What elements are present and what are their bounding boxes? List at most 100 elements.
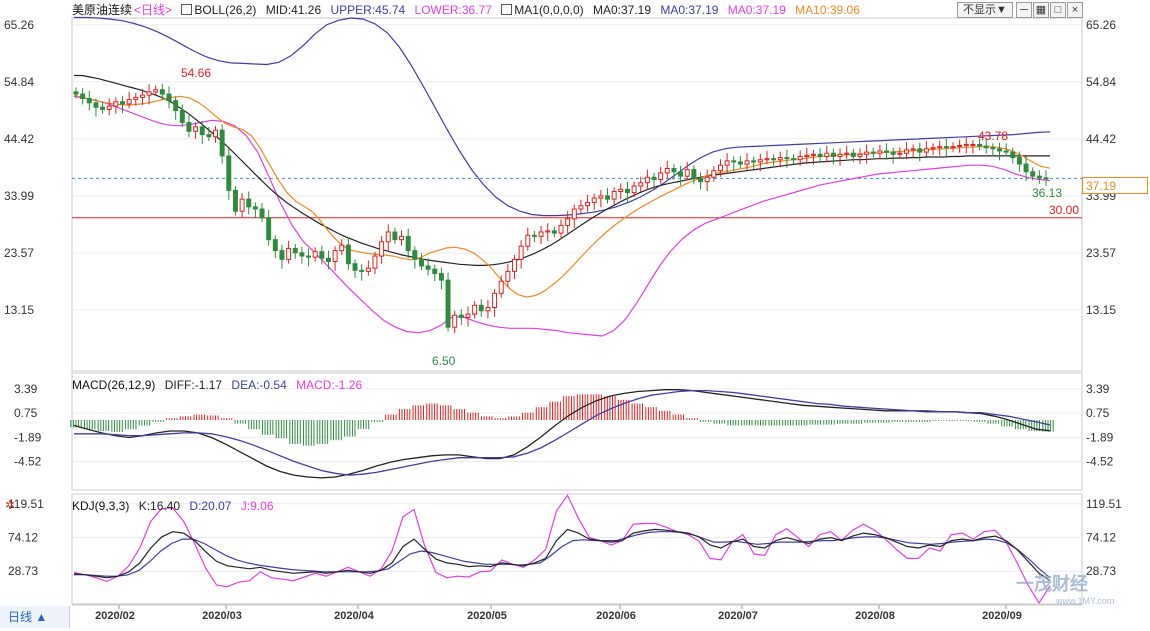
candle-up [518, 245, 524, 260]
candle-down [272, 239, 278, 252]
candle-up [664, 168, 670, 174]
support-label: 30.00 [1049, 203, 1079, 217]
symbol-title: 美原油连续 [72, 3, 133, 17]
candle-up [957, 145, 963, 148]
price-tick-left: 13.15 [4, 303, 34, 317]
candle-up [213, 129, 219, 138]
price-tick-left: 54.84 [4, 75, 34, 89]
x-tick-label: 2020/08 [855, 610, 895, 622]
close-icon[interactable]: × [1067, 2, 1083, 18]
watermark-logo: 一茂财经 www.1MY.com [1016, 574, 1115, 606]
candle-down [299, 252, 305, 257]
price-tick-left: 44.42 [4, 132, 34, 146]
candle-down [166, 93, 172, 102]
candle-down [751, 160, 757, 163]
candle-down [1030, 171, 1036, 177]
kdj-panel-frame [71, 493, 1083, 605]
macd-tick-left: 3.39 [14, 382, 38, 396]
candle-down [179, 109, 185, 124]
candle-up [684, 169, 690, 177]
candle-up [385, 231, 391, 243]
checkbox-icon[interactable] [181, 4, 193, 15]
candle-down [438, 273, 444, 281]
candle-down [352, 263, 358, 271]
candle-up [764, 158, 770, 161]
candle-up [365, 267, 371, 272]
macd-tick-right: 0.75 [1086, 406, 1110, 420]
candle-up [585, 201, 591, 207]
candle-down [73, 91, 79, 95]
candle-up [724, 160, 730, 166]
candle-up [897, 152, 903, 155]
candle-up [372, 255, 378, 269]
price-header: 美原油连续 <日线> BOLL(26,2) MID:41.26 UPPER:45.… [72, 2, 866, 18]
candle-down [292, 247, 298, 254]
candle-up [711, 170, 717, 178]
candle-up [505, 270, 511, 282]
candle-up [339, 244, 345, 252]
x-tick-label: 2020/09 [982, 610, 1022, 622]
ma0-value: MA0:37.19 [592, 3, 652, 17]
candle-up [877, 150, 883, 154]
candle-down [771, 158, 777, 161]
candle-up [545, 230, 551, 233]
x-tick-label: 2020/05 [467, 610, 507, 622]
candle-up [638, 182, 644, 187]
candle-up [498, 280, 504, 294]
candle-down [731, 160, 737, 163]
candle-down [605, 195, 610, 200]
candle-up [797, 155, 803, 161]
candle-down [983, 145, 989, 149]
recent-high-label: 43.78 [978, 129, 1008, 143]
candle-down [917, 148, 923, 153]
kdj-tick-right: 28.73 [1086, 564, 1116, 578]
price-tick-right: 13.15 [1086, 303, 1116, 317]
candle-up [970, 143, 976, 146]
kdj-tick-right: 74.12 [1086, 531, 1116, 545]
hide-indicator-button[interactable]: 不显示▼ [957, 2, 1013, 18]
candle-down [784, 157, 790, 160]
candle-down [306, 255, 312, 258]
candle-down [1016, 157, 1022, 165]
candle-down [100, 106, 106, 110]
candle-down [266, 217, 272, 241]
candle-up [565, 218, 571, 226]
minimize-icon[interactable]: ─ [1016, 2, 1032, 18]
candle-up [146, 91, 152, 96]
candle-up [864, 151, 870, 155]
candle-down [246, 198, 252, 208]
candle-down [1036, 175, 1042, 179]
candle-down [93, 102, 99, 108]
macd-tick-left: -1.89 [14, 430, 42, 444]
candle-down [325, 257, 331, 263]
candle-up [837, 153, 843, 157]
candle-up [492, 292, 498, 309]
period-tab[interactable]: 日线 ▲ [0, 606, 70, 628]
price-tick-right: 44.42 [1086, 132, 1116, 146]
candle-up [399, 235, 405, 241]
candle-down [425, 265, 431, 270]
settings-icon[interactable]: ✲ [5, 498, 16, 512]
candle-up [591, 197, 597, 203]
candle-down [319, 251, 325, 259]
price-tick-right: 54.84 [1086, 75, 1116, 89]
candle-down [1023, 163, 1029, 173]
candle-up [704, 176, 710, 183]
price-tick-right: 23.57 [1086, 246, 1116, 260]
candle-down [219, 129, 225, 157]
candle-down [531, 234, 537, 237]
candle-up [804, 154, 810, 157]
price-panel-frame [71, 17, 1083, 372]
candle-down [206, 134, 212, 138]
candle-up [903, 149, 909, 154]
kdj-header: KDJ(9,3,3) K:16.40 D:20.07 J:9.06 [72, 498, 280, 514]
candle-up [239, 198, 245, 212]
grid-icon[interactable]: ▦ [1033, 2, 1049, 18]
period-label[interactable]: <日线> [134, 3, 173, 17]
candle-down [671, 168, 677, 173]
candle-up [923, 148, 929, 153]
checkbox-icon[interactable] [501, 4, 513, 15]
candle-down [1010, 151, 1016, 159]
maximize-icon[interactable]: □ [1050, 2, 1066, 18]
